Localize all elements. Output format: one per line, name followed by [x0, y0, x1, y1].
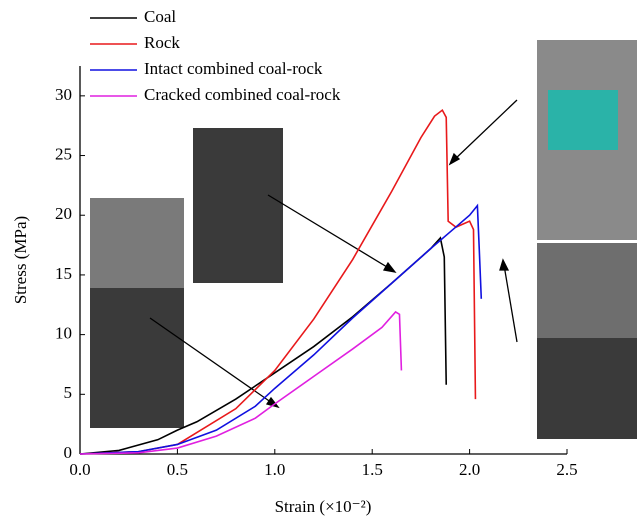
- x-tick-label: 1.5: [362, 460, 383, 479]
- y-tick-label: 15: [55, 264, 72, 283]
- legend-label: Rock: [144, 33, 180, 52]
- y-axis-label: Stress (MPa): [11, 216, 30, 304]
- chart: Strain (×10⁻²) Stress (MPa) 0.0 0.5 1.0 1.5…: [0, 0, 638, 522]
- x-axis-label: Strain (×10⁻²): [275, 497, 372, 516]
- specimen-photo-top: [90, 198, 184, 288]
- y-tick-label: 10: [55, 324, 72, 343]
- x-tick-label: 0.5: [167, 460, 188, 479]
- y-tick-label: 25: [55, 144, 72, 163]
- y-tick-label: 0: [64, 443, 73, 462]
- legend-label: Intact combined coal-rock: [144, 59, 323, 78]
- specimen-photo: [193, 128, 283, 283]
- specimen-photo-top: [537, 243, 637, 338]
- x-tick-label: 2.0: [459, 460, 480, 479]
- legend-label: Cracked combined coal-rock: [144, 85, 341, 104]
- y-tick-label: 20: [55, 204, 72, 223]
- x-tick-label: 0.0: [69, 460, 90, 479]
- y-tick-label: 5: [64, 383, 73, 402]
- x-tick-label: 2.5: [556, 460, 577, 479]
- y-tick-label: 30: [55, 85, 72, 104]
- legend-label: Coal: [144, 7, 176, 26]
- tape: [548, 90, 618, 150]
- x-tick-label: 1.0: [264, 460, 285, 479]
